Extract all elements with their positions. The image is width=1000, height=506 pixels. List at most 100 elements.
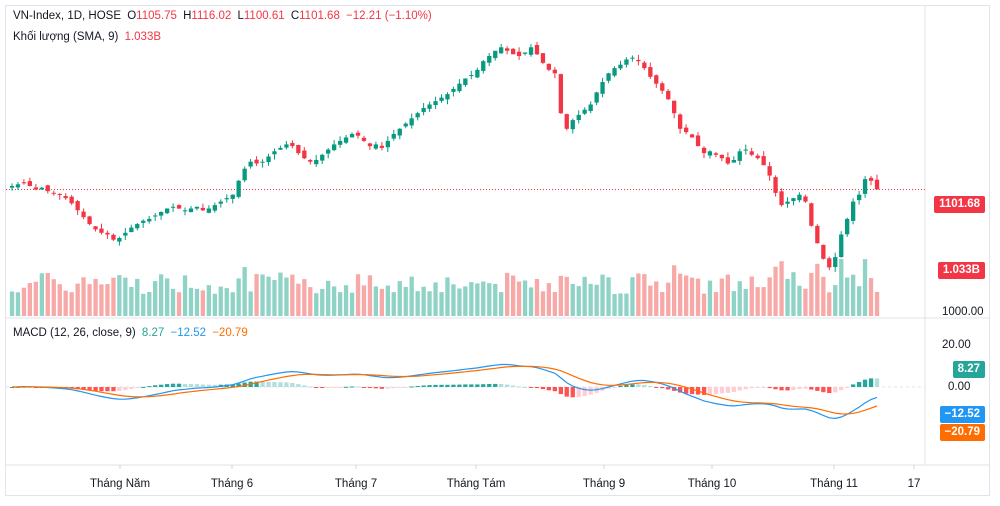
candle-body [99,228,104,233]
macd-histogram-bar [182,383,188,387]
volume-bar [493,283,498,316]
candle-body [660,83,665,91]
candle-body [851,201,856,221]
candle-body [153,215,158,217]
candle-body [75,201,80,211]
macd-histogram-bar [499,384,504,387]
volume-bar [373,286,378,316]
candle-body [773,177,778,193]
candle-body [427,104,432,109]
volume-bar [851,274,856,316]
candle-body [767,166,772,176]
macd-histogram-bar [678,387,683,393]
symbol-label: VN-Index, 1D, HOSE [13,10,122,22]
volume-bar [51,279,56,316]
macd-histogram-bar [689,387,695,395]
macd-histogram-bar [528,387,534,388]
volume-bar [159,274,164,316]
macd-histogram-bar [624,384,629,387]
volume-bar [93,279,98,316]
candle-body [815,225,820,244]
candle-body [15,184,21,188]
macd-histogram-bar [743,387,748,390]
volume-bar [117,275,122,316]
candle-body [45,185,50,192]
volume-bar [200,290,205,316]
volume-bar [868,278,874,316]
macd-histogram-bar [540,387,546,390]
volume-bar [743,289,748,316]
macd-histogram-bar [170,383,176,387]
volume-bar [272,280,277,316]
volume-bar [630,277,635,316]
volume-bar [821,276,826,316]
volume-bar [27,283,32,316]
candle-body [159,212,164,216]
macd-histogram-bar [475,384,480,387]
volume-bar [391,292,396,316]
volume-bar [582,276,587,316]
candle-body [761,156,766,166]
candle-body [39,187,44,190]
volume-bar [785,278,790,316]
macd-histogram-bar [254,381,259,387]
volume-bar [791,272,796,316]
volume-bar [409,276,414,316]
macd-histogram-bar [660,387,665,389]
macd-histogram-bar [487,384,492,387]
volume-value: 1.033B [124,31,162,43]
candle-body [862,179,868,194]
volume-bar [552,292,557,316]
candle-body [355,132,361,136]
volume-bar [463,286,468,316]
macd-histogram-bar [749,387,754,389]
candle-body [475,69,480,78]
macd-histogram-bar [821,387,826,393]
macd-histogram-bar [707,387,713,395]
candle-body [785,201,790,204]
macd-histogram-bar [373,387,378,389]
volume-bar [833,285,838,316]
candle-body [779,191,784,206]
candle-body [874,179,880,190]
macd-histogram-bar [511,385,516,387]
candle-body [463,78,468,85]
x-label-thang-nam: Tháng Năm [89,478,151,490]
open-value: 1105.75 [136,10,177,22]
volume-bar [367,275,373,316]
macd-histogram-bar [815,387,820,391]
macd-histogram-bar [165,384,170,387]
volume-bar [260,274,265,316]
volume-bar [105,284,110,316]
macd-histogram-bar [576,387,581,397]
macd-histogram-bar [445,384,450,387]
macd-histogram-bar [75,387,80,390]
signal-line [12,365,878,415]
macd-histogram-bar [618,385,623,387]
macd-histogram-bar [755,387,760,388]
macd-histogram-bar [349,386,355,388]
macd-histogram-bar [147,386,152,388]
volume-bar [719,278,724,316]
volume-bar [33,281,38,316]
candle-body [439,97,444,101]
volume-bar [302,279,307,316]
candle-body [689,134,695,138]
volume-bar [546,283,551,316]
candle-body [117,238,122,242]
low-value: 1100.61 [243,10,285,22]
macd-histogram-bar [809,387,814,390]
volume-bar [123,277,128,316]
volume-bar [194,288,200,316]
macd-histogram-bar [546,387,551,391]
candle-body [260,161,265,163]
macd-histogram-bar [314,387,319,388]
macd-histogram-bar [212,384,217,387]
volume-bar [767,277,772,316]
open-label: O [127,10,137,22]
macd-hist-value: 8.27 [141,327,165,339]
volume-bar [666,282,671,316]
volume-bar [779,261,784,316]
candle-body [481,61,486,71]
